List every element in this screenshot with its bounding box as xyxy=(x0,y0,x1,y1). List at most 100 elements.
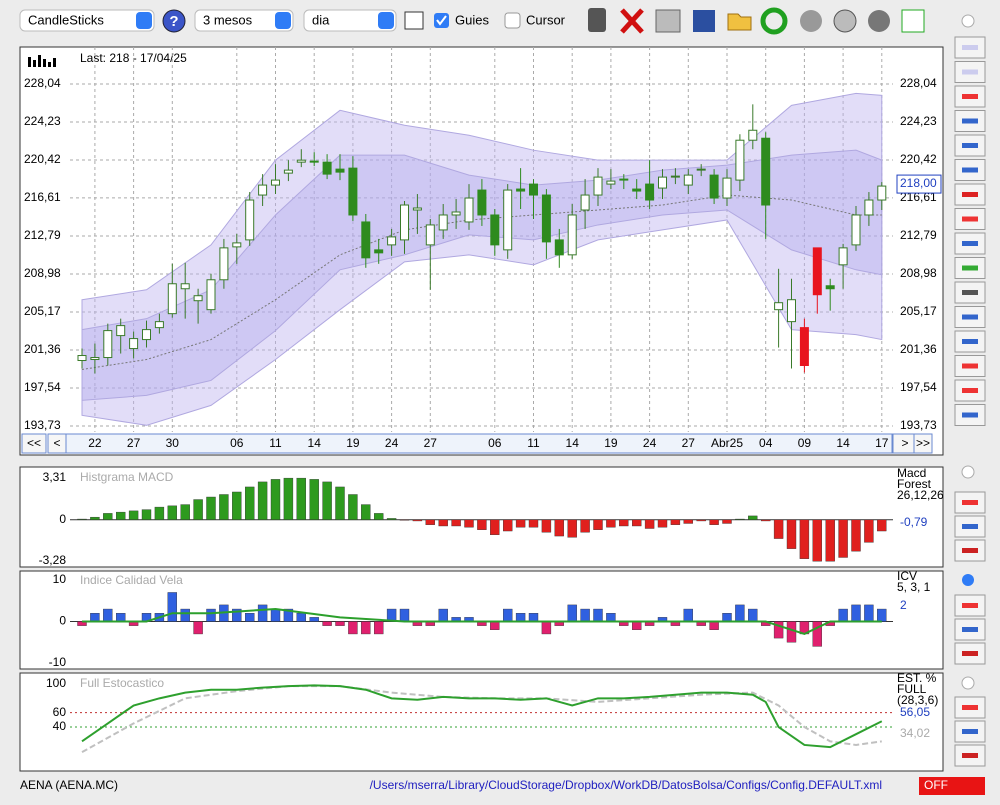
radio[interactable] xyxy=(961,676,975,690)
bar xyxy=(322,621,332,626)
radio[interactable] xyxy=(961,14,975,28)
help-button[interactable] xyxy=(162,9,186,33)
x-tick-label: 19 xyxy=(604,436,618,450)
candle-body xyxy=(619,178,629,181)
y-tick-label-right: 193,73 xyxy=(900,418,937,432)
nav-button[interactable] xyxy=(47,433,67,454)
x-tick-label: 19 xyxy=(346,436,360,450)
bar xyxy=(180,504,190,520)
bar xyxy=(244,613,255,622)
bar xyxy=(709,519,719,525)
y-tick-label: -3,28 xyxy=(39,553,67,567)
bar xyxy=(438,519,448,527)
sync-button[interactable] xyxy=(800,10,822,32)
side-label: 5, 3, 1 xyxy=(897,580,931,594)
main-panel xyxy=(19,46,944,456)
last-value: 2 xyxy=(900,598,907,612)
cursor-checkbox[interactable] xyxy=(504,12,521,29)
radio[interactable] xyxy=(961,465,975,479)
bar xyxy=(232,608,242,622)
bar xyxy=(528,613,539,622)
tool-icon xyxy=(962,118,978,124)
y-tick-label-right: 220,42 xyxy=(900,152,937,166)
save-button[interactable] xyxy=(693,10,715,32)
bar xyxy=(335,621,345,626)
side-tools xyxy=(954,36,986,426)
candle-body xyxy=(529,183,538,196)
bar xyxy=(206,608,216,622)
candle-body xyxy=(851,214,861,246)
check xyxy=(436,15,447,26)
nav-button[interactable] xyxy=(21,433,47,454)
panel-tool-icon xyxy=(962,603,978,608)
tool-icon xyxy=(962,143,978,148)
y-tick-label: 212,79 xyxy=(24,228,61,242)
guides-label: Guies xyxy=(455,12,489,27)
refresh-button[interactable] xyxy=(760,7,788,35)
panel-title: Histgrama MACD xyxy=(80,470,174,484)
open-button[interactable] xyxy=(727,13,752,31)
panel-tool-icon xyxy=(962,500,978,505)
tool-icon xyxy=(962,290,978,295)
bar xyxy=(619,519,629,527)
candle-body xyxy=(154,321,164,329)
chart-icon[interactable] xyxy=(404,11,424,30)
currency-button[interactable] xyxy=(833,9,857,33)
bar xyxy=(735,604,745,622)
candle-body xyxy=(812,247,822,296)
period-select[interactable] xyxy=(194,9,294,32)
y-tick-label-right: 208,98 xyxy=(900,266,937,280)
bar xyxy=(541,519,552,533)
bar xyxy=(838,608,848,622)
x-tick-label: 22 xyxy=(88,436,102,450)
candle-body xyxy=(722,177,732,199)
radio-selected[interactable] xyxy=(962,574,974,586)
tool-icon xyxy=(962,339,978,344)
trash-button[interactable] xyxy=(588,8,606,32)
delete-button[interactable] xyxy=(620,8,644,34)
bar xyxy=(206,496,216,520)
bar xyxy=(115,511,126,520)
bar xyxy=(644,519,655,529)
bar xyxy=(838,519,848,558)
tool-icon xyxy=(962,363,978,369)
bar xyxy=(232,491,242,520)
panel-tool-icon xyxy=(962,651,978,656)
bar xyxy=(503,608,513,622)
config-path[interactable]: /Users/mserra/Library/CloudStorage/Dropb… xyxy=(370,778,882,792)
stoch-panel xyxy=(19,672,944,772)
chart-type: CandleSticks xyxy=(28,12,104,27)
y-tick-label: 193,73 xyxy=(24,418,61,432)
y-tick-label: 205,17 xyxy=(24,304,61,318)
bar xyxy=(438,608,448,622)
candle-body xyxy=(877,185,887,201)
calendar-button[interactable] xyxy=(901,9,925,33)
nav-button[interactable] xyxy=(913,433,933,454)
bar xyxy=(825,519,835,562)
bar xyxy=(593,608,603,622)
x-tick-label: 27 xyxy=(682,436,696,450)
nav-label: < xyxy=(53,436,60,450)
bar xyxy=(696,519,706,522)
x-tick-label: 06 xyxy=(488,436,502,450)
x-tick-label: 24 xyxy=(385,436,399,450)
x-tick-label: 14 xyxy=(566,436,580,450)
interval-select[interactable] xyxy=(303,9,397,32)
bar xyxy=(515,613,526,622)
candle-body xyxy=(658,176,667,189)
settings-button[interactable] xyxy=(868,10,890,32)
status-box[interactable] xyxy=(919,777,985,795)
chart-type-select[interactable] xyxy=(19,9,155,32)
candle-body xyxy=(116,325,126,337)
bar xyxy=(722,613,732,622)
tool-icon xyxy=(962,192,978,197)
bar xyxy=(786,519,797,549)
print-button[interactable] xyxy=(655,9,681,33)
interval: dia xyxy=(312,12,330,27)
candle-body xyxy=(787,299,796,323)
panel-title: Full Estocastico xyxy=(80,676,164,690)
candle-body xyxy=(516,188,526,192)
candle-body xyxy=(477,189,487,216)
candle-body xyxy=(799,327,809,366)
tool-icon xyxy=(962,241,978,246)
